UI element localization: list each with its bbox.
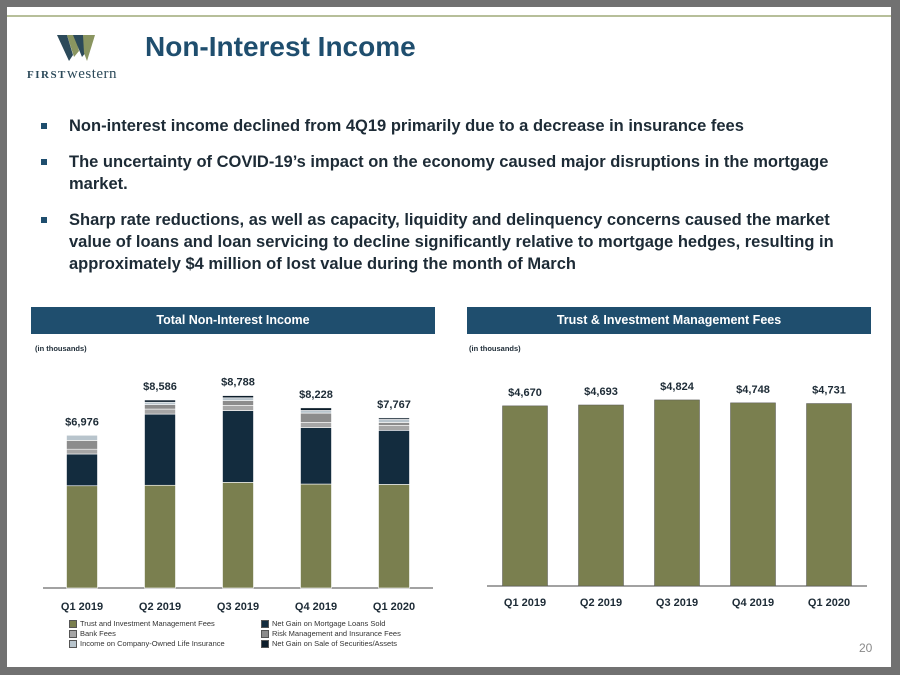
units-note-left: (in thousands) <box>35 344 87 353</box>
logo-wordmark: FIRSTwestern <box>27 66 118 82</box>
bar-segment <box>378 430 410 485</box>
x-tick-label: Q1 2019 <box>61 601 103 613</box>
bar-segment <box>378 484 410 589</box>
bar-segment <box>222 395 254 399</box>
total-label: $8,586 <box>143 381 177 393</box>
legend-item: Net Gain on Mortgage Loans Sold <box>261 619 386 629</box>
x-tick-label: Q3 2019 <box>656 597 698 609</box>
bar-segment <box>222 410 254 483</box>
total-label: $8,788 <box>221 377 255 389</box>
total-label: $7,767 <box>377 399 411 411</box>
x-tick-label: Q1 2020 <box>373 601 415 613</box>
slide: FIRSTwestern Non-Interest Income Non-int… <box>7 7 891 667</box>
legend-swatch <box>69 630 77 639</box>
bar-segment <box>144 484 176 589</box>
legend-label: Risk Management and Insurance Fees <box>272 629 401 638</box>
page-title: Non-Interest Income <box>145 31 416 62</box>
bar-segment <box>144 413 176 486</box>
legend-item: Trust and Investment Management Fees <box>69 619 215 629</box>
chart-title-total-non-interest-income: Total Non-Interest Income <box>31 307 435 334</box>
legend-swatch <box>261 640 269 649</box>
data-label: $4,693 <box>584 386 618 398</box>
header-rule <box>7 15 891 17</box>
data-label: $4,670 <box>508 387 542 399</box>
bar <box>578 404 624 587</box>
data-label: $4,731 <box>812 385 846 397</box>
legend-label: Net Gain on Sale of Securities/Assets <box>272 639 398 648</box>
bar-segment <box>66 453 98 487</box>
total-label: $6,976 <box>65 416 99 428</box>
company-logo: FIRSTwestern <box>25 33 135 85</box>
total-label: $8,228 <box>299 389 333 401</box>
x-tick-label: Q1 2019 <box>504 597 546 609</box>
bar-segment <box>378 417 410 420</box>
bar-segment <box>144 399 176 403</box>
legend-label: Net Gain on Mortgage Loans Sold <box>272 619 386 628</box>
x-tick-label: Q4 2019 <box>732 597 774 609</box>
legend-label: Trust and Investment Management Fees <box>80 619 215 628</box>
page-number: 20 <box>859 641 873 655</box>
logo-w-icon <box>57 35 95 61</box>
legend-label: Bank Fees <box>80 629 116 638</box>
legend-swatch <box>69 620 77 629</box>
data-label: $4,748 <box>736 384 770 396</box>
x-tick-label: Q2 2019 <box>580 597 622 609</box>
stacked-bar-chart: $6,976 Q1 2019 $8,586 Q2 2019 $8,788 Q3 2019 $… <box>43 377 433 613</box>
bullet-item: Non-interest income declined from 4Q19 p… <box>39 115 859 137</box>
x-tick-label: Q2 2019 <box>139 601 181 613</box>
bar-segment <box>300 407 332 411</box>
legend-item: Risk Management and Insurance Fees <box>261 629 401 639</box>
bar-segment <box>222 482 254 589</box>
legend-item: Income on Company-Owned Life Insurance <box>69 639 225 649</box>
bar <box>806 403 852 587</box>
legend-item: Bank Fees <box>69 629 116 639</box>
bar-segment <box>300 427 332 485</box>
legend-item: Net Gain on Sale of Securities/Assets <box>261 639 398 649</box>
chart-title-trust-fees: Trust & Investment Management Fees <box>467 307 871 334</box>
units-note-right: (in thousands) <box>469 344 521 353</box>
bar-segment <box>66 485 98 589</box>
legend-swatch <box>69 640 77 649</box>
x-tick-label: Q1 2020 <box>808 597 850 609</box>
x-tick-label: Q3 2019 <box>217 601 259 613</box>
bullet-item: The uncertainty of COVID-19’s impact on … <box>39 151 859 195</box>
bullet-list: Non-interest income declined from 4Q19 p… <box>39 115 859 289</box>
bullet-item: Sharp rate reductions, as well as capaci… <box>39 209 859 275</box>
legend-label: Income on Company-Owned Life Insurance <box>80 639 225 648</box>
x-tick-label: Q4 2019 <box>295 601 337 613</box>
bar <box>730 402 776 587</box>
legend-swatch <box>261 630 269 639</box>
bar <box>654 399 700 587</box>
trust-bar-chart: $4,670 Q1 2019 $4,693 Q2 2019 $4,824 Q3 2019 $… <box>487 381 867 609</box>
bar-segment <box>66 434 98 441</box>
data-label: $4,824 <box>660 381 695 393</box>
bar <box>502 405 548 587</box>
legend-swatch <box>261 620 269 629</box>
